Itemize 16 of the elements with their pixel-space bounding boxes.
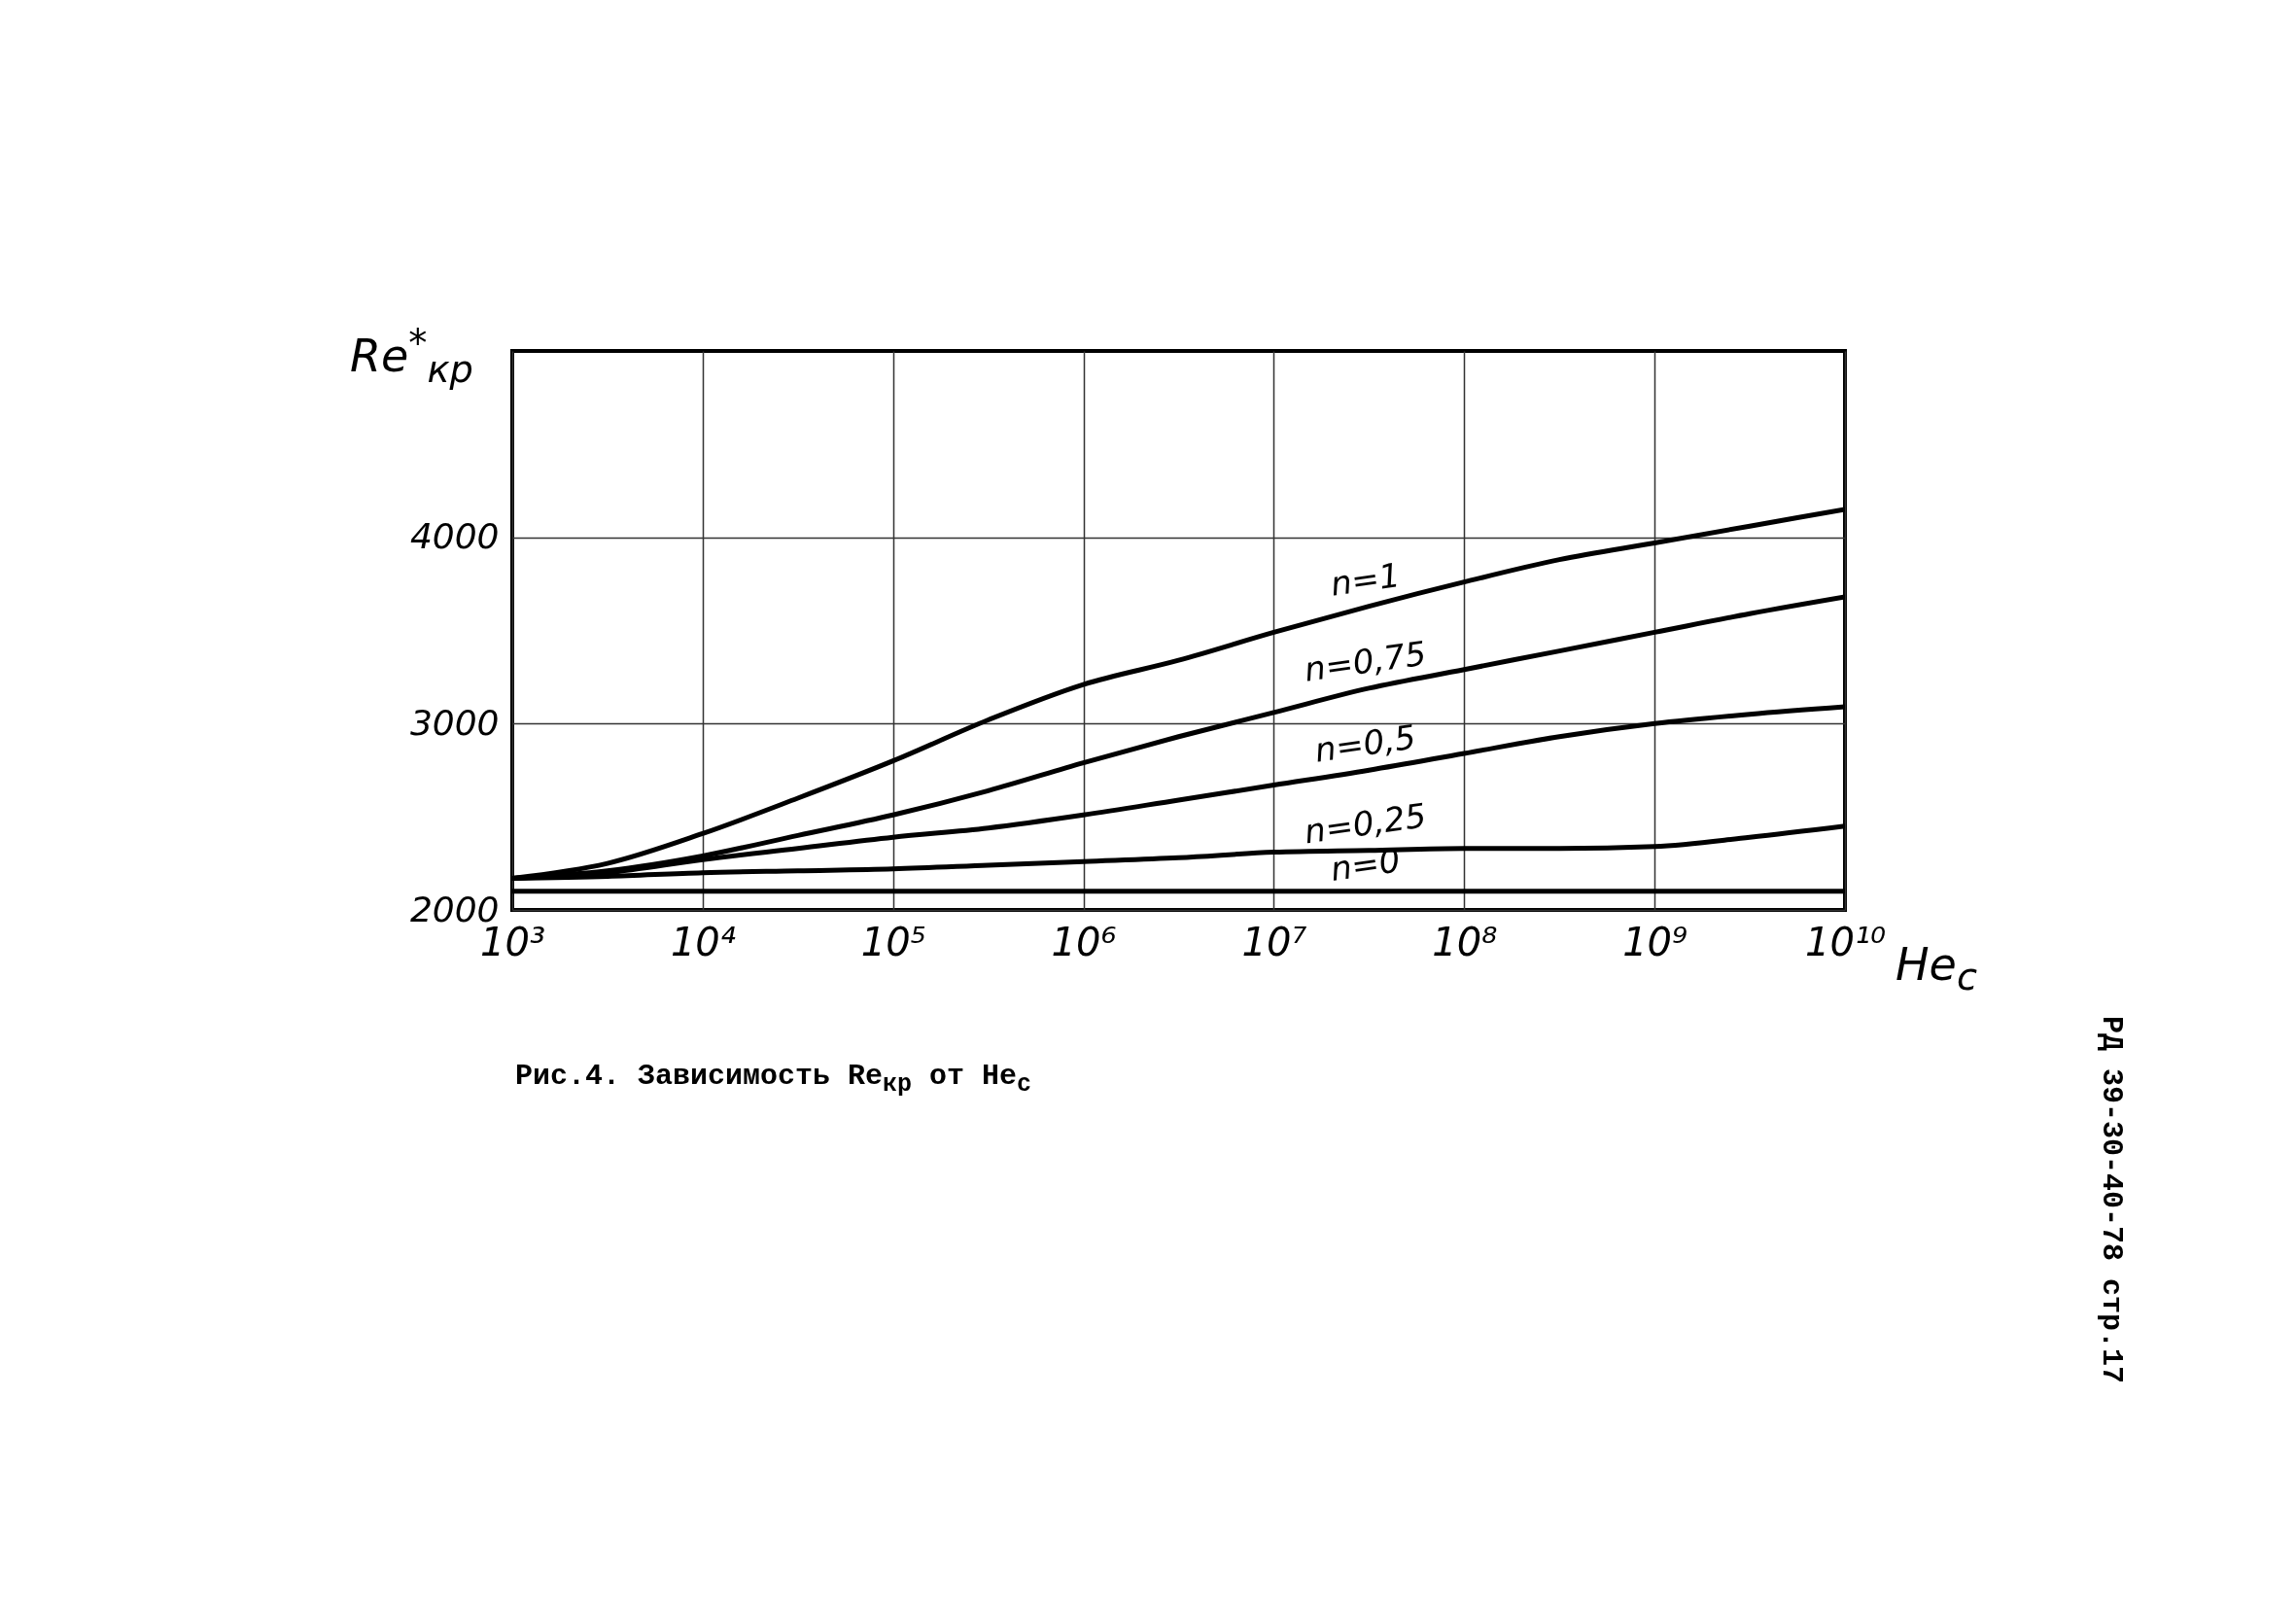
x-tick-label: 10⁹ [1622,919,1688,964]
text: Рис.4. Зависимость Re$_{кр}$ от He$_{с}$ [515,1060,1032,1099]
text: n=0,5 [1312,716,1418,770]
text: n=1 [1328,555,1403,604]
x-tick-label: 10¹⁰ [1805,919,1886,964]
x-tick-label: 10⁶ [1051,919,1117,964]
y-tick-label: 4000 [409,516,500,557]
text: n=0,25 [1302,795,1429,852]
text: РД 39-30-40-78 стр.17 [2095,1016,2128,1384]
y-tick-label: 3000 [409,702,500,743]
x-tick-label: 10⁵ [860,919,926,964]
x-tick-label: 10⁴ [670,919,736,964]
x-axis-title: He$_{с}$ [1896,938,1977,999]
x-tick-label: 10⁸ [1432,919,1498,964]
text: n=0,75 [1302,633,1429,689]
x-tick-label: 10⁷ [1241,919,1307,964]
